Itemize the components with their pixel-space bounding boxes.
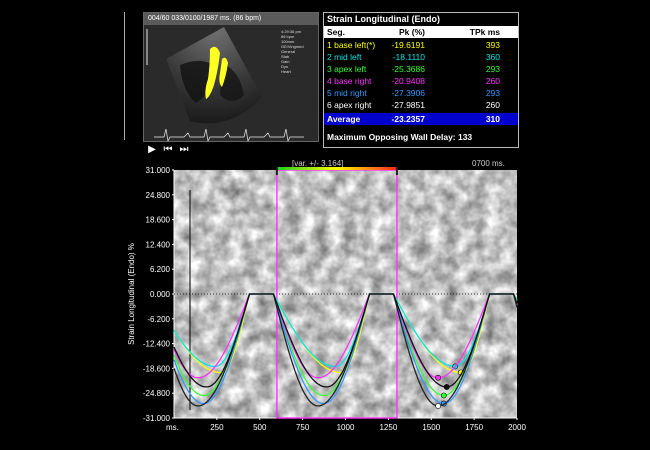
variance-label: [var. +/- 3.164] — [292, 159, 344, 168]
step-back-icon[interactable]: ⏮ — [162, 143, 174, 156]
echo-image-panel[interactable]: 004/60 033/0100/1987 ms. (86 bpm) 4:29:3… — [143, 12, 319, 142]
echo-ultrasound-image — [146, 27, 304, 141]
x-tick-label: 1000 — [337, 423, 355, 432]
cell-seg: 4 base right — [327, 76, 372, 86]
cell-seg: 6 apex right — [327, 100, 372, 110]
y-tick-label: -12.400 — [143, 340, 171, 349]
x-tick-label: 1750 — [465, 423, 483, 432]
step-forward-icon[interactable]: ⏭ — [178, 143, 190, 156]
table-title: Strain Longitudinal (Endo) — [327, 14, 440, 24]
table-row[interactable]: 2 mid left -18.1110 360 — [324, 51, 518, 63]
header-pk: Pk (%) — [399, 27, 425, 37]
table-header-row: Seg. Pk (%) TPk ms — [324, 26, 518, 38]
y-tick-label: 18.600 — [146, 216, 171, 225]
strain-curve — [173, 293, 518, 379]
average-row[interactable]: Average -23.2357 310 — [324, 113, 518, 125]
x-unit-label: ms. — [166, 423, 179, 432]
header-seg: Seg. — [327, 27, 345, 37]
strain-trace-overlay — [205, 46, 220, 99]
cell-pk: -18.1110 — [392, 52, 425, 62]
cell-pk: -19.6191 — [391, 40, 425, 50]
y-tick-label: 6.200 — [150, 265, 171, 274]
opposing-wall-delay: Maximum Opposing Wall Delay: 133 — [327, 132, 473, 142]
y-tick-label: -6.200 — [147, 315, 170, 324]
header-tpk: TPk ms — [469, 27, 500, 37]
cell-seg: 3 apex left — [327, 64, 367, 74]
table-row[interactable]: 1 base left(*) -19.6191 393 — [324, 39, 518, 51]
y-tick-label: 24.800 — [146, 191, 171, 200]
selection-color-bar — [276, 167, 397, 170]
x-tick-label: 750 — [296, 423, 310, 432]
y-tick-label: -24.800 — [143, 389, 171, 398]
strain-curve — [173, 293, 518, 368]
play-icon[interactable]: ▶ — [146, 143, 158, 156]
y-tick-label: -18.600 — [143, 364, 171, 373]
x-tick-label: 250 — [210, 423, 224, 432]
cell-pk: -25.3686 — [391, 64, 425, 74]
cell-tpk: 360 — [485, 52, 500, 62]
cell-seg: 1 base left(*) — [327, 40, 376, 50]
time-readout: 0700 ms. — [472, 159, 505, 168]
echo-header: 004/60 033/0100/1987 ms. (86 bpm) — [144, 13, 318, 25]
peak-marker — [435, 403, 442, 409]
x-tick-label: 2000 — [508, 423, 526, 432]
cell-tpk: 293 — [485, 64, 500, 74]
average-seg: Average — [327, 114, 361, 124]
y-axis-label: Strain Longitudinal (Endo) % — [127, 243, 136, 345]
cell-tpk: 260 — [485, 76, 500, 86]
selection-handle-left[interactable] — [275, 167, 278, 175]
table-row[interactable]: 6 apex right -27.9851 260 — [324, 99, 518, 111]
cell-tpk: 393 — [485, 40, 500, 50]
cell-seg: 5 mid right — [327, 88, 367, 98]
x-tick-label: 1500 — [422, 423, 440, 432]
y-tick-label: 12.400 — [146, 240, 171, 249]
selection-handle-right[interactable] — [395, 167, 398, 175]
strain-curve — [173, 293, 518, 388]
x-tick-label: 1250 — [379, 423, 397, 432]
cell-pk: -20.9408 — [391, 76, 425, 86]
peak-marker — [435, 374, 442, 381]
table-row[interactable]: 4 base right -20.9408 260 — [324, 75, 518, 87]
left-ruler — [124, 12, 125, 140]
average-tpk: 310 — [485, 114, 500, 124]
ecg-trace — [154, 128, 304, 141]
x-tick-label: 500 — [253, 423, 267, 432]
cell-tpk: 260 — [485, 100, 500, 110]
cell-tpk: 293 — [485, 88, 500, 98]
y-tick-label: -31.000 — [143, 414, 171, 423]
strain-results-table: Strain Longitudinal (Endo) Seg. Pk (%) T… — [323, 12, 519, 148]
peak-marker — [443, 384, 450, 390]
cell-pk: -27.3906 — [391, 88, 425, 98]
table-row[interactable]: 3 apex left -25.3686 293 — [324, 63, 518, 75]
table-row[interactable]: 5 mid right -27.3906 293 — [324, 87, 518, 99]
cell-pk: -27.9851 — [391, 100, 425, 110]
y-tick-label: 0.000 — [150, 290, 171, 299]
strain-curve — [173, 293, 518, 405]
y-tick-label: 31.000 — [146, 166, 171, 175]
cell-seg: 2 mid left — [327, 52, 362, 62]
average-pk: -23.2357 — [391, 114, 425, 124]
echo-info-block: 4:29:36 pm 86 bpm 100mm GE/Vingmed General… — [281, 29, 304, 74]
peak-marker — [440, 392, 447, 399]
